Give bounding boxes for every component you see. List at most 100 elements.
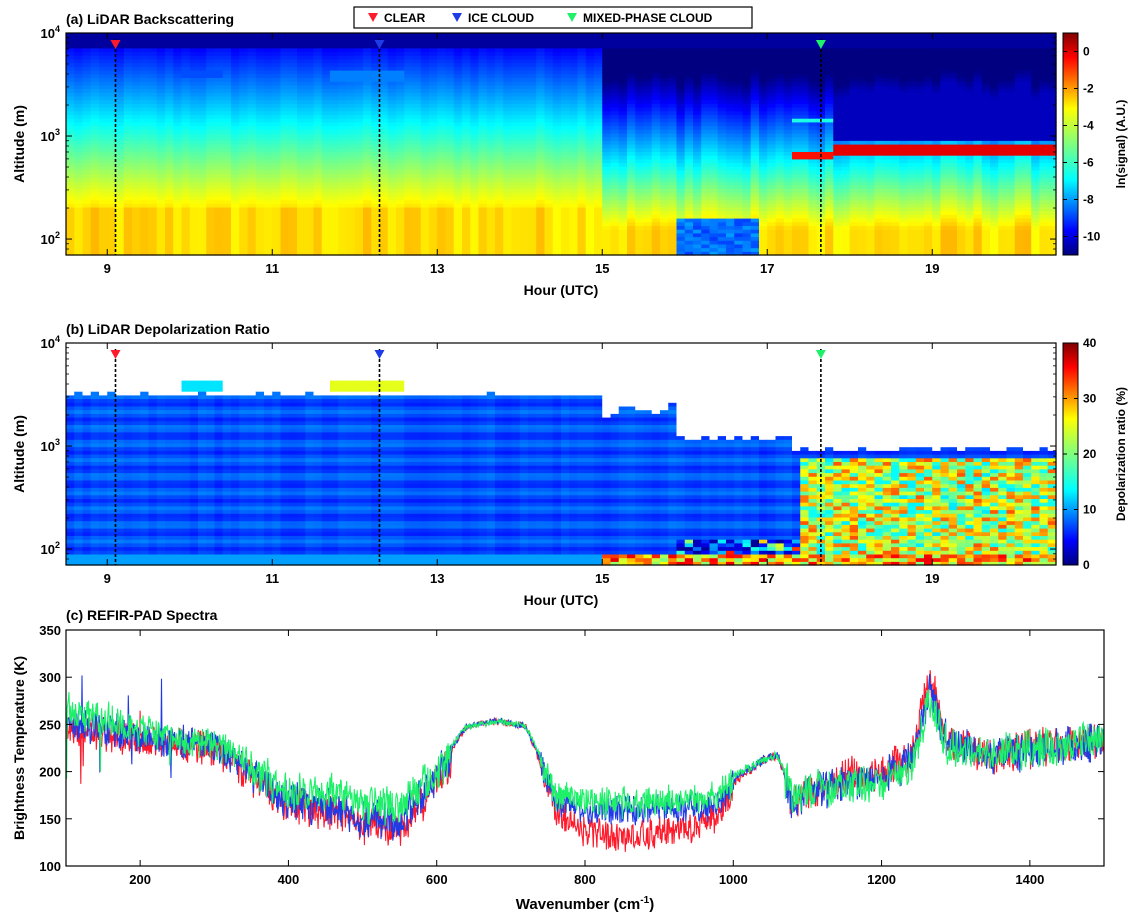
heatmap-cell bbox=[181, 51, 191, 56]
heatmap-cell bbox=[709, 110, 719, 115]
heatmap-cell bbox=[643, 40, 653, 45]
heatmap-cell bbox=[387, 92, 397, 97]
heatmap-cell bbox=[701, 173, 711, 178]
heatmap-cell bbox=[404, 81, 414, 86]
heatmap-cell bbox=[503, 73, 513, 78]
heatmap-cell bbox=[354, 214, 364, 219]
heatmap-cell bbox=[594, 92, 603, 97]
heatmap-cell bbox=[280, 81, 290, 86]
heatmap-cell bbox=[544, 110, 554, 115]
heatmap-cell bbox=[561, 40, 570, 45]
heatmap-cell bbox=[717, 118, 727, 123]
heatmap-cell bbox=[610, 251, 620, 256]
heatmap-cell bbox=[115, 225, 125, 230]
heatmap-cell bbox=[552, 229, 562, 234]
heatmap-cell bbox=[173, 77, 183, 82]
heatmap-cell bbox=[536, 214, 546, 219]
heatmap-cell bbox=[445, 88, 455, 93]
heatmap-cell bbox=[338, 155, 348, 160]
heatmap-cell bbox=[610, 240, 620, 245]
heatmap-cell bbox=[206, 62, 216, 67]
heatmap-cell bbox=[420, 210, 430, 215]
heatmap-cell bbox=[313, 173, 323, 178]
heatmap-cell bbox=[173, 118, 183, 123]
heatmap-cell bbox=[660, 218, 669, 223]
heatmap-cell bbox=[222, 44, 232, 49]
heatmap-cell bbox=[255, 210, 265, 215]
heatmap-cell bbox=[74, 236, 84, 241]
heatmap-cell bbox=[742, 55, 752, 60]
heatmap-cell bbox=[255, 103, 265, 108]
heatmap-cell bbox=[495, 62, 504, 67]
heatmap-cell bbox=[420, 203, 430, 208]
heatmap-cell bbox=[107, 206, 117, 212]
heatmap-cell bbox=[214, 218, 224, 223]
heatmap-cell bbox=[404, 77, 414, 82]
heatmap-cell bbox=[140, 199, 150, 204]
heatmap-cell bbox=[594, 166, 603, 171]
heatmap-cell bbox=[478, 95, 488, 101]
heatmap-cell bbox=[717, 225, 727, 230]
heatmap-cell bbox=[115, 92, 125, 97]
heatmap-cell bbox=[181, 62, 191, 67]
heatmap-cell bbox=[717, 181, 727, 186]
heatmap-cell bbox=[280, 169, 290, 175]
heatmap-cell bbox=[132, 221, 141, 226]
heatmap-cell bbox=[709, 107, 719, 112]
heatmap-cell bbox=[536, 44, 546, 49]
heatmap-cell bbox=[140, 144, 150, 149]
heatmap-cell bbox=[684, 247, 694, 252]
heatmap-cell bbox=[717, 136, 727, 141]
heatmap-cell bbox=[693, 199, 702, 204]
heatmap-cell bbox=[693, 214, 702, 219]
heatmap-cell bbox=[610, 55, 620, 60]
heatmap-cell bbox=[330, 158, 339, 164]
heatmap-cell bbox=[511, 44, 521, 49]
heatmap-cell bbox=[165, 199, 174, 204]
heatmap-cell bbox=[321, 162, 331, 167]
heatmap-cell bbox=[470, 110, 480, 115]
heatmap-cell bbox=[676, 192, 686, 197]
heatmap-cell bbox=[346, 144, 356, 149]
heatmap-cell bbox=[239, 92, 249, 97]
heatmap-cell bbox=[132, 169, 141, 175]
heatmap-cell bbox=[404, 243, 414, 249]
heatmap-cell bbox=[627, 132, 636, 138]
heatmap-cell bbox=[346, 177, 356, 182]
heatmap-cell bbox=[148, 144, 158, 149]
heatmap-cell bbox=[115, 44, 125, 49]
heatmap-cell bbox=[346, 88, 356, 93]
heatmap-cell bbox=[379, 232, 389, 238]
heatmap-cell bbox=[544, 166, 554, 171]
heatmap-cell bbox=[313, 73, 323, 78]
heatmap-cell bbox=[478, 221, 488, 226]
heatmap-cell bbox=[511, 184, 521, 189]
heatmap-cell bbox=[66, 114, 75, 119]
heatmap-cell bbox=[264, 151, 273, 156]
heatmap-cell bbox=[635, 81, 645, 86]
heatmap-cell bbox=[346, 70, 356, 75]
heatmap-cell bbox=[82, 203, 92, 208]
heatmap-cell bbox=[585, 243, 595, 249]
heatmap-cell bbox=[511, 247, 521, 252]
heatmap-cell bbox=[255, 236, 265, 241]
heatmap-cell bbox=[544, 132, 554, 138]
heatmap-cell bbox=[610, 73, 620, 78]
heatmap-cell bbox=[247, 110, 257, 115]
heatmap-cell bbox=[742, 173, 752, 178]
heatmap-cell bbox=[132, 110, 141, 115]
heatmap-cell bbox=[420, 118, 430, 123]
heatmap-cell bbox=[437, 51, 447, 56]
heatmap-cell bbox=[404, 132, 414, 138]
heatmap-cell bbox=[486, 81, 496, 86]
heatmap-cell bbox=[206, 110, 216, 115]
heatmap-cell bbox=[272, 136, 282, 141]
heatmap-cell bbox=[156, 243, 166, 249]
heatmap-cell bbox=[676, 214, 686, 219]
heatmap-cell bbox=[594, 199, 603, 204]
heatmap-cell bbox=[585, 177, 595, 182]
heatmap-cell bbox=[222, 225, 232, 230]
heatmap-cell bbox=[627, 229, 636, 234]
heatmap-cell bbox=[173, 140, 183, 145]
heatmap-cell bbox=[297, 110, 306, 115]
